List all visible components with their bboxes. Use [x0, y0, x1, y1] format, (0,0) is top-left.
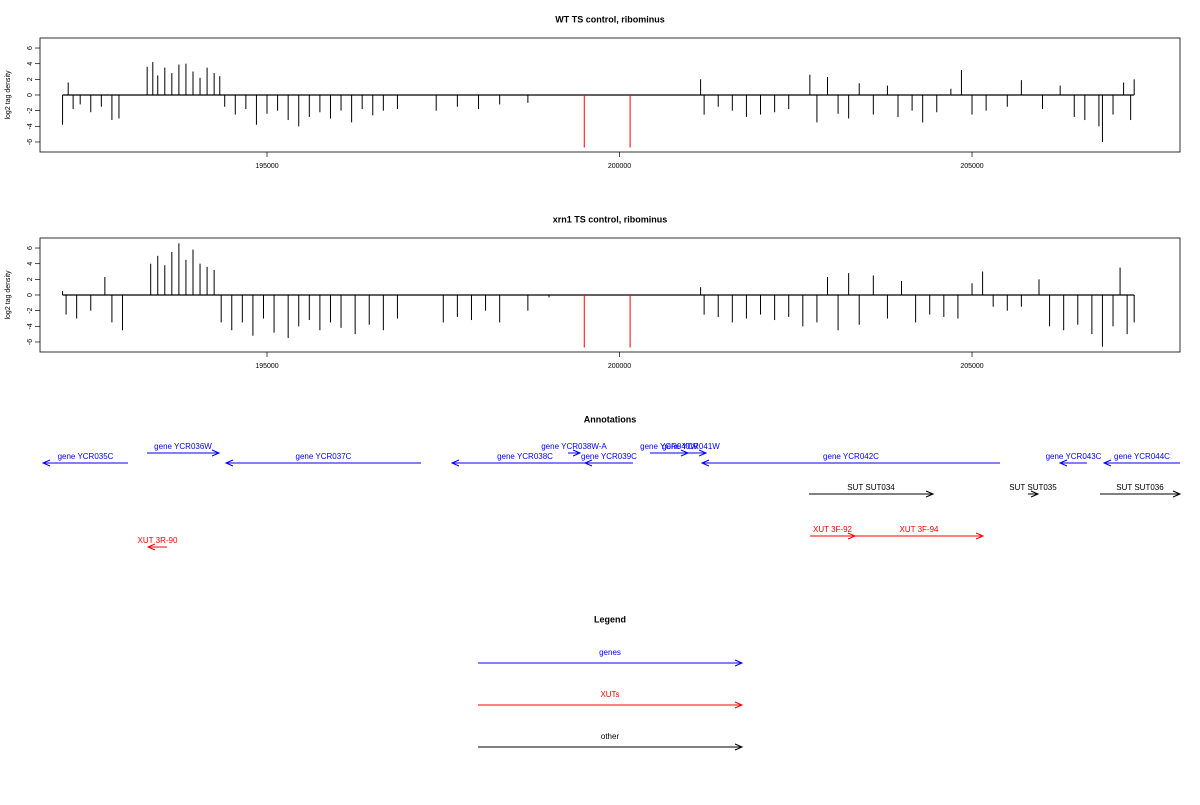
- feature-arrow: [583, 459, 633, 467]
- feature-arrow: [1102, 459, 1180, 467]
- arrow-head: [1102, 459, 1112, 467]
- feature-arrow: [450, 459, 599, 467]
- arrow-head: [450, 459, 460, 467]
- legend-arrow: [478, 659, 744, 667]
- y-axis-label: log2 tag density: [5, 270, 12, 320]
- feature-label: XUT 3F-94: [900, 525, 940, 534]
- y-tick-label: -6: [27, 339, 34, 345]
- feature-label: XUT 3R-90: [138, 536, 178, 545]
- arrow-head: [1030, 490, 1040, 498]
- feature-label: gene YCR035C: [58, 452, 114, 461]
- y-tick-label: 2: [27, 277, 34, 281]
- x-tick-label: 205000: [960, 363, 983, 370]
- feature-arrow: [1099, 490, 1182, 498]
- x-tick-label: 195000: [255, 163, 278, 170]
- feature-arrow: [675, 449, 708, 457]
- arrow-head: [572, 449, 582, 457]
- y-tick-label: 0: [27, 93, 34, 97]
- legend-arrow: [478, 743, 744, 751]
- y-axis-label: log2 tag density: [5, 70, 12, 120]
- y-tick-label: -2: [27, 307, 34, 313]
- feature-arrow: [41, 459, 128, 467]
- legend-label: XUTs: [600, 690, 619, 699]
- feature-label: XUT 3F-92: [813, 525, 853, 534]
- feature-arrow: [809, 490, 935, 498]
- feature-arrow: [1058, 459, 1088, 467]
- y-tick-label: 4: [27, 262, 34, 266]
- y-tick-label: -2: [27, 107, 34, 113]
- feature-label: SUT SUT036: [1116, 483, 1164, 492]
- legend-arrow: [478, 701, 744, 709]
- y-tick-label: 6: [27, 246, 34, 250]
- y-tick-label: 6: [27, 46, 34, 50]
- arrow-head: [41, 459, 51, 467]
- annotations-title: Annotations: [584, 414, 637, 424]
- chart-title: WT TS control, ribominus: [555, 14, 665, 24]
- arrow-head: [698, 449, 708, 457]
- feature-arrow: [1028, 490, 1040, 498]
- feature-arrow: [854, 532, 985, 540]
- arrow-head: [211, 449, 221, 457]
- feature-arrow: [567, 449, 582, 457]
- arrow-head: [975, 532, 985, 540]
- feature-label: gene YCR041W: [662, 442, 720, 451]
- arrow-head: [1058, 459, 1068, 467]
- arrow-head: [583, 459, 593, 467]
- feature-label: gene YCR038W-A: [541, 442, 607, 451]
- arrow-head: [925, 490, 935, 498]
- feature-label: gene YCR042C: [823, 452, 879, 461]
- arrow-head: [1172, 490, 1182, 498]
- legend-title: Legend: [594, 614, 626, 624]
- legend-label: genes: [599, 648, 621, 657]
- chart-title: xrn1 TS control, ribominus: [553, 214, 668, 224]
- feature-label: gene YCR036W: [154, 442, 212, 451]
- feature-label: gene YCR043C: [1046, 452, 1102, 461]
- arrow-head: [734, 701, 744, 709]
- legend-label: other: [601, 732, 620, 741]
- arrow-head: [700, 459, 710, 467]
- y-tick-label: 2: [27, 77, 34, 81]
- arrow-head: [734, 743, 744, 751]
- y-tick-label: 0: [27, 293, 34, 297]
- x-tick-label: 200000: [608, 363, 631, 370]
- feature-label: gene YCR037C: [296, 452, 352, 461]
- feature-arrow: [700, 459, 1001, 467]
- y-tick-label: -4: [27, 123, 34, 129]
- y-tick-label: -6: [27, 139, 34, 145]
- feature-arrow: [146, 543, 167, 551]
- arrow-head: [146, 543, 156, 551]
- x-tick-label: 195000: [255, 363, 278, 370]
- feature-label: gene YCR044C: [1114, 452, 1170, 461]
- feature-label: SUT SUT035: [1009, 483, 1057, 492]
- x-tick-label: 200000: [608, 163, 631, 170]
- arrow-head: [734, 659, 744, 667]
- feature-label: gene YCR040W: [640, 442, 698, 451]
- feature-label: gene YCR038C: [497, 452, 553, 461]
- arrow-head: [224, 459, 234, 467]
- feature-arrow: [147, 449, 221, 457]
- feature-label: gene YCR039C: [581, 452, 637, 461]
- y-tick-label: 4: [27, 62, 34, 66]
- feature-arrow: [224, 459, 421, 467]
- y-tick-label: -4: [27, 323, 34, 329]
- x-tick-label: 205000: [960, 163, 983, 170]
- feature-label: SUT SUT034: [847, 483, 895, 492]
